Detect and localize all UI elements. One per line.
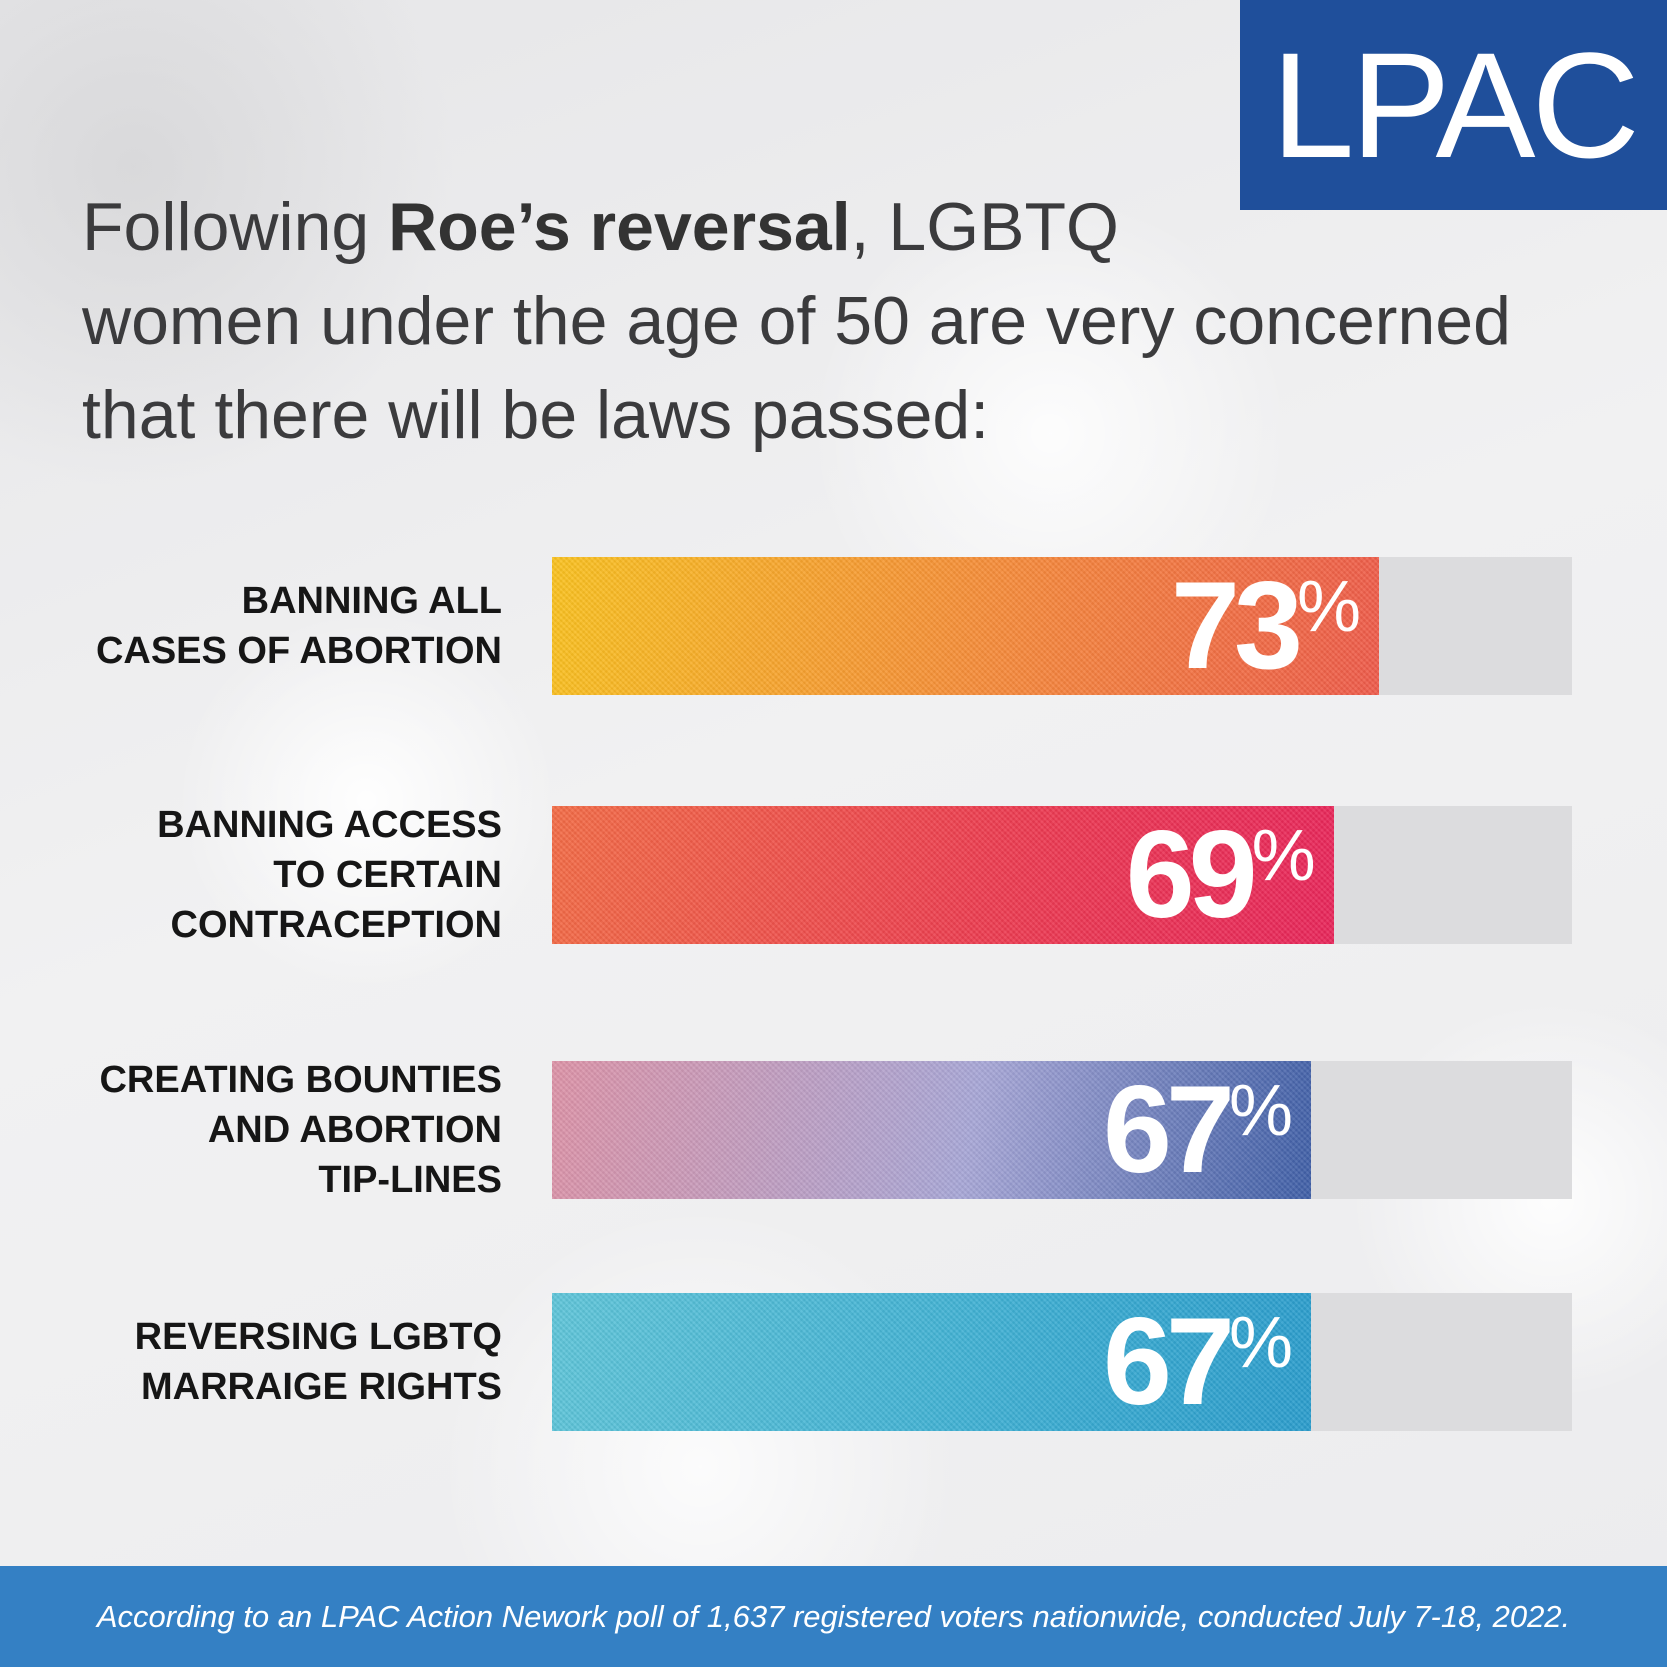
bar-track: 69% bbox=[552, 806, 1572, 944]
category-label-line: REVERSING LGBTQ bbox=[134, 1316, 502, 1358]
category-label: BANNING ALL CASES OF ABORTION bbox=[96, 576, 502, 676]
percent-symbol: % bbox=[1228, 1303, 1294, 1383]
bar-track: 67% bbox=[552, 1293, 1572, 1431]
bar-track: 67% bbox=[552, 1061, 1572, 1199]
category-label-line: CASES OF ABORTION bbox=[95, 630, 502, 672]
headline-text: Following bbox=[82, 189, 389, 265]
category-label: BANNING ACCESS TO CERTAIN CONTRACEPTION bbox=[157, 800, 502, 950]
headline-line-1: Following Roe’s reversal, LGBTQ bbox=[82, 180, 1602, 274]
bar: 69% bbox=[552, 806, 1334, 944]
source-footer: According to an LPAC Action Nework poll … bbox=[0, 1566, 1667, 1667]
category-label-line: MARRAIGE RIGHTS bbox=[141, 1366, 502, 1408]
category-label: REVERSING LGBTQ MARRAIGE RIGHTS bbox=[135, 1312, 502, 1412]
lpac-logo: LPAC bbox=[1240, 0, 1667, 210]
category-label: CREATING BOUNTIES AND ABORTION TIP-LINES bbox=[99, 1055, 502, 1205]
category-label-line: BANNING ALL bbox=[241, 580, 502, 622]
data-label-value: 69 bbox=[1125, 806, 1258, 944]
category-label-line: AND ABORTION bbox=[207, 1109, 502, 1151]
percent-symbol: % bbox=[1228, 1071, 1294, 1151]
data-label-value: 67 bbox=[1103, 1061, 1235, 1199]
headline-text: , LGBTQ bbox=[850, 189, 1119, 265]
data-label-value: 73 bbox=[1171, 557, 1303, 695]
data-label: 67% bbox=[1103, 1061, 1293, 1199]
bar: 67% bbox=[552, 1293, 1312, 1431]
bar: 67% bbox=[552, 1061, 1312, 1199]
category-label-line: TIP-LINES bbox=[318, 1159, 502, 1201]
data-label: 73% bbox=[1171, 557, 1361, 695]
category-label-line: TO CERTAIN bbox=[273, 854, 502, 896]
percent-symbol: % bbox=[1296, 567, 1361, 647]
data-label: 67% bbox=[1103, 1293, 1293, 1431]
category-label-line: BANNING ACCESS bbox=[157, 804, 502, 846]
data-label-value: 67 bbox=[1103, 1293, 1235, 1431]
bar-track: 73% bbox=[552, 557, 1572, 695]
headline-line-3: that there will be laws passed: bbox=[82, 377, 990, 453]
percent-symbol: % bbox=[1251, 816, 1316, 896]
headline-emphasis: Roe’s reversal bbox=[388, 189, 851, 265]
data-label: 69% bbox=[1126, 806, 1316, 944]
headline-line-2: women under the age of 50 are very conce… bbox=[82, 283, 1511, 359]
category-label-line: CONTRACEPTION bbox=[170, 904, 502, 946]
bar: 73% bbox=[552, 557, 1379, 695]
category-label-line: CREATING BOUNTIES bbox=[99, 1059, 502, 1101]
headline: Following Roe’s reversal, LGBTQ women un… bbox=[82, 180, 1602, 462]
